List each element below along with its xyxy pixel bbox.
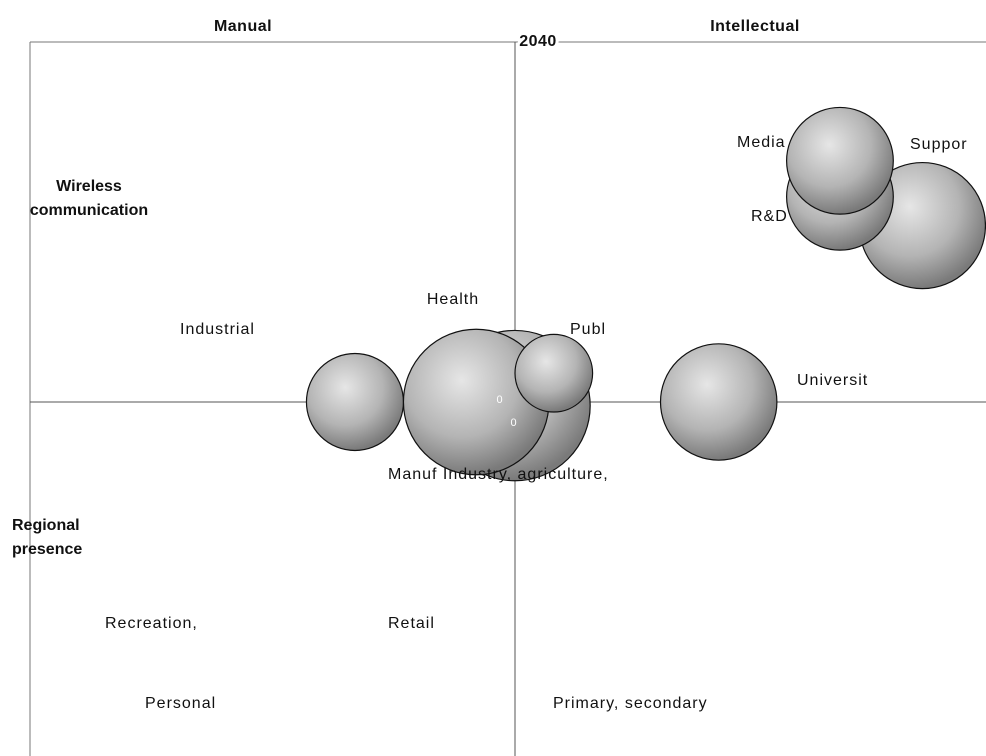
bubble [305,352,405,452]
point-label: Health [427,291,479,308]
bubble [786,106,894,215]
y-label: Wireless communication [29,178,149,219]
point-label: Manuf Industry, agriculture, [388,466,609,483]
center-label: 0 [510,417,517,429]
point-label: Primary, secondary [553,695,708,712]
point-label: Retail [388,615,435,632]
point-label: Suppor [910,136,968,153]
x-label: Intellectual [710,18,800,35]
bubble [659,343,778,461]
y-label: Regional presence [12,517,83,558]
point-label: Publ [570,321,606,338]
center-label: 0 [496,394,503,406]
chart-title: 2040 [519,33,557,50]
point-label: Media [737,134,786,151]
x-label: Manual [214,18,272,35]
point-label: Personal [145,695,216,712]
point-label: Universit [797,372,868,389]
point-label: R&D [751,208,788,225]
bubble [514,333,594,413]
point-label: Industrial [180,321,255,338]
point-label: Recreation, [105,615,198,632]
